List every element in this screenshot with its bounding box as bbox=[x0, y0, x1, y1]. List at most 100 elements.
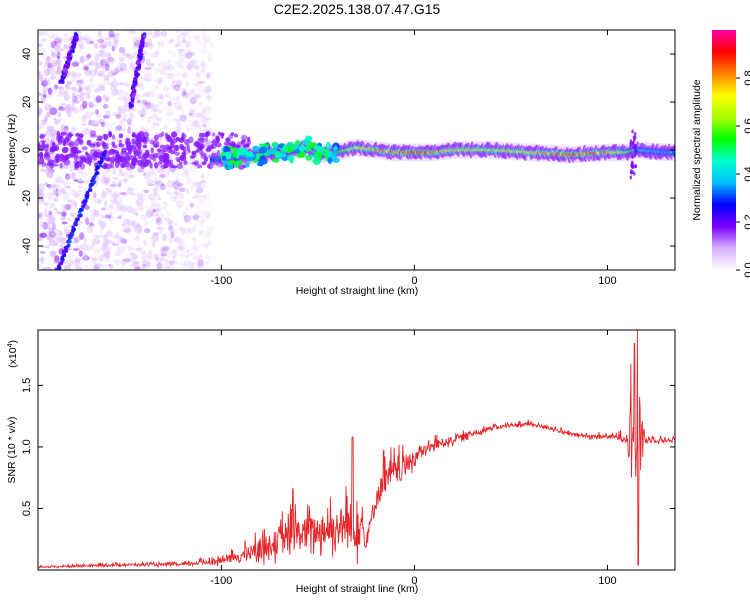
spectrogram-cell bbox=[204, 85, 212, 93]
spectrogram-cell bbox=[199, 80, 206, 84]
spectrogram-cell bbox=[195, 35, 200, 42]
spectrogram-cell bbox=[155, 183, 163, 190]
spectrogram-cell bbox=[44, 152, 50, 157]
spectrogram-cell bbox=[65, 230, 72, 234]
spectrogram-cell bbox=[206, 106, 213, 112]
spectrogram-cell bbox=[77, 78, 85, 85]
spectrogram-cell bbox=[153, 252, 158, 260]
spectrogram-cell bbox=[83, 66, 89, 71]
spectrogram-cell bbox=[52, 189, 59, 196]
spectrogram-cell bbox=[159, 258, 168, 262]
spectrogram-cell bbox=[120, 258, 127, 266]
spectrogram-cell bbox=[145, 44, 153, 48]
spectrogram-cell bbox=[176, 169, 181, 175]
spectrogram-cell bbox=[80, 91, 86, 96]
spectrogram-cell bbox=[202, 36, 211, 44]
spectrogram-cell bbox=[138, 149, 142, 156]
spectrogram-cell bbox=[178, 104, 183, 111]
spectrogram-cell bbox=[49, 240, 58, 247]
spectrogram-cell bbox=[135, 199, 139, 206]
spectrogram-cell bbox=[66, 243, 71, 248]
spectrogram-cell bbox=[162, 87, 170, 92]
spectrogram-cell bbox=[185, 81, 189, 88]
spectrogram-cell bbox=[94, 53, 100, 62]
spectrogram-cell bbox=[78, 133, 84, 139]
spectrogram-cell bbox=[333, 146, 338, 151]
spectrogram-cell bbox=[87, 266, 96, 270]
spectrogram-cell bbox=[97, 199, 102, 204]
spectrogram-y-tick-label: -20 bbox=[21, 190, 33, 206]
spectrogram-cell bbox=[88, 188, 93, 192]
spectrogram-cell bbox=[158, 92, 164, 100]
spectrogram-cell bbox=[189, 179, 194, 183]
spectrogram-cell bbox=[100, 247, 106, 252]
spectrogram-cell bbox=[154, 30, 163, 38]
spectrogram-cell bbox=[67, 199, 73, 203]
spectrogram-cell bbox=[100, 40, 108, 49]
spectrogram-cell bbox=[185, 169, 189, 178]
spectrogram-cell bbox=[192, 83, 200, 87]
spectrogram-cell bbox=[116, 235, 124, 244]
spectrogram-cell bbox=[160, 255, 165, 260]
spectrogram-cell bbox=[179, 227, 186, 236]
spectrogram-cell bbox=[79, 39, 85, 44]
spectrogram-cell bbox=[54, 43, 61, 52]
spectrogram-cell bbox=[97, 238, 101, 245]
spectrogram-cell bbox=[178, 64, 184, 70]
spectrogram-cell bbox=[182, 90, 187, 96]
spectrogram-cell bbox=[45, 266, 52, 270]
spectrogram-cell bbox=[43, 144, 49, 152]
spectrogram-cell bbox=[140, 161, 146, 169]
spectrogram-cell bbox=[159, 184, 166, 191]
spectrogram-cell bbox=[86, 54, 91, 59]
spectrogram-cell bbox=[135, 212, 139, 217]
spectrogram-cell bbox=[131, 219, 137, 228]
spectrogram-cell bbox=[107, 126, 113, 132]
spectrogram-cell bbox=[59, 162, 63, 169]
spectrogram-cell bbox=[56, 180, 65, 184]
spectrogram-cell bbox=[172, 181, 180, 190]
spectrogram-cell bbox=[78, 85, 82, 93]
spectrogram-cell bbox=[42, 37, 47, 42]
spectrogram-cell bbox=[58, 135, 64, 143]
spectrogram-cell bbox=[72, 99, 81, 104]
spectrogram-cell bbox=[198, 232, 205, 236]
spectrogram-cell bbox=[71, 99, 80, 105]
spectrogram-cell bbox=[155, 117, 162, 122]
spectrogram-cell bbox=[142, 144, 148, 149]
spectrogram-cell bbox=[157, 63, 162, 66]
spectrogram-cell bbox=[50, 73, 57, 80]
spectrogram-cell bbox=[132, 155, 137, 163]
spectrogram-cell bbox=[94, 68, 98, 75]
spectrogram-cell bbox=[68, 140, 75, 148]
spectrogram-cell bbox=[160, 131, 165, 137]
spectrogram-cell bbox=[129, 124, 133, 128]
spectrogram-cell bbox=[53, 207, 58, 212]
spectrogram-cell bbox=[126, 187, 135, 191]
spectrogram-cell bbox=[109, 57, 116, 64]
spectrogram-cell bbox=[102, 245, 111, 251]
spectrogram-cell bbox=[209, 164, 215, 169]
spectrogram-cell bbox=[126, 53, 134, 60]
spectrogram-cell bbox=[182, 167, 188, 175]
spectrogram-cell bbox=[39, 251, 46, 254]
spectrogram-cell bbox=[180, 187, 184, 191]
spectrogram-cell bbox=[85, 58, 90, 62]
spectrogram-cell bbox=[154, 30, 160, 37]
spectrogram-cell bbox=[629, 143, 632, 148]
spectrogram-cell bbox=[152, 173, 158, 180]
spectrogram-cell bbox=[179, 261, 183, 266]
spectrogram-cell bbox=[156, 262, 163, 270]
spectrogram-cell bbox=[52, 233, 59, 241]
spectrogram-cell bbox=[94, 43, 99, 50]
spectrogram-cell bbox=[118, 167, 122, 173]
spectrogram-cell bbox=[108, 203, 114, 210]
spectrogram-cell bbox=[163, 124, 168, 131]
spectrogram-cell bbox=[95, 113, 102, 118]
spectrogram-cell bbox=[98, 85, 103, 89]
spectrogram-cell bbox=[112, 193, 121, 198]
spectrogram-cell bbox=[159, 61, 165, 66]
spectrogram-cell bbox=[116, 203, 123, 212]
spectrogram-cell bbox=[143, 78, 152, 82]
